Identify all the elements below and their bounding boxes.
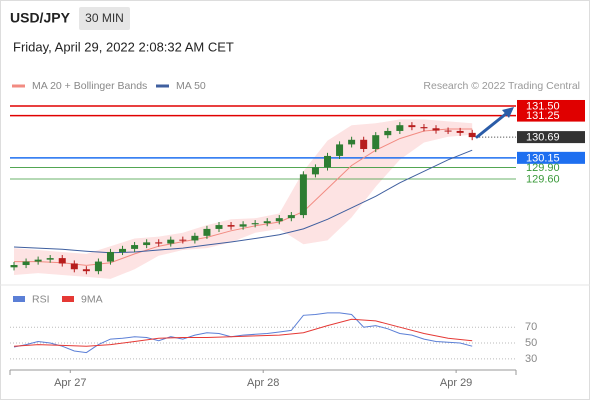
y-tick-label: 50 (525, 337, 537, 349)
candle-body (408, 125, 416, 128)
candle-body (384, 130, 392, 136)
candle-body (22, 261, 30, 266)
candle-body (82, 269, 90, 272)
legend-label: 9MA (81, 293, 103, 305)
candle-body (420, 127, 428, 129)
y-tick-label: 70 (525, 321, 537, 333)
legend-label: MA 50 (176, 80, 206, 92)
candle-body (203, 228, 211, 236)
bollinger-band (14, 119, 473, 279)
candle-body (336, 144, 344, 156)
rsi-line (13, 318, 473, 347)
candle-body (70, 263, 78, 270)
candle-body (34, 259, 42, 262)
price-panel: MA 20 + Bollinger Bands MA 50 131.50131.25… (10, 80, 585, 279)
y-tick-label: 30 (525, 353, 537, 365)
timeframe-label[interactable]: 30 MIN (85, 11, 124, 25)
price-level-label: 129.60 (526, 173, 560, 185)
ma50-line (13, 149, 473, 254)
price-level-label: 131.25 (526, 110, 560, 122)
price-level-label: 130.69 (526, 132, 560, 144)
forecast-arrow (475, 107, 514, 139)
candle-body (311, 167, 319, 175)
source: Research © 2022 Trading Central (423, 80, 580, 92)
price-level-label: 130.15 (526, 152, 560, 164)
legend-label: MA 20 + Bollinger Bands (32, 80, 147, 92)
candle-body (227, 225, 235, 227)
candle-body (324, 155, 332, 168)
candle-body (251, 223, 259, 225)
candle-body (287, 215, 295, 219)
candle-body (46, 258, 54, 260)
candle-body (263, 221, 271, 224)
candle-body (348, 139, 356, 145)
candle-body (372, 135, 380, 150)
candle-body (179, 239, 187, 241)
candle-body (155, 242, 163, 244)
price-level-box (517, 99, 585, 112)
candle-body (239, 224, 247, 227)
candle-body (106, 251, 114, 262)
symbol: USD/JPY (10, 10, 71, 26)
price-level-label: 129.90 (526, 162, 560, 174)
candle-body (215, 225, 223, 229)
candle-body (10, 265, 18, 268)
candle-body (58, 258, 66, 264)
candle-body (275, 218, 283, 222)
x-tick-label: Apr 27 (54, 377, 86, 389)
candle-body (299, 174, 307, 216)
datetime: Friday, April 29, 2022 2:08:32 AM CET (13, 39, 234, 54)
x-tick-label: Apr 29 (440, 377, 472, 389)
price-level-box (517, 131, 585, 144)
candle-body (94, 261, 102, 272)
price-level-label: 131.50 (526, 100, 560, 112)
legend-swatch (62, 296, 74, 302)
x-tick-label: Apr 28 (247, 377, 279, 389)
price-level-box (517, 151, 585, 164)
legend-label: RSI (32, 293, 50, 305)
candle-body (468, 132, 476, 138)
candle-body (143, 242, 151, 246)
candle-body (360, 139, 368, 150)
legend-swatch (13, 296, 25, 302)
candle-body (456, 130, 464, 133)
price-level-box (517, 109, 585, 122)
candle-body (167, 239, 175, 244)
candle-body (444, 130, 452, 132)
rsi-panel: RSI 9MA 30 50 70 Apr 27 Apr 28 Apr 29 (9, 293, 537, 389)
candle-body (131, 245, 139, 249)
rsi-line (13, 312, 473, 354)
candle-body (396, 125, 404, 131)
candle-body (191, 235, 199, 241)
candle-body (432, 128, 440, 131)
timeframe-button[interactable] (79, 7, 130, 30)
candle-body (119, 248, 127, 252)
